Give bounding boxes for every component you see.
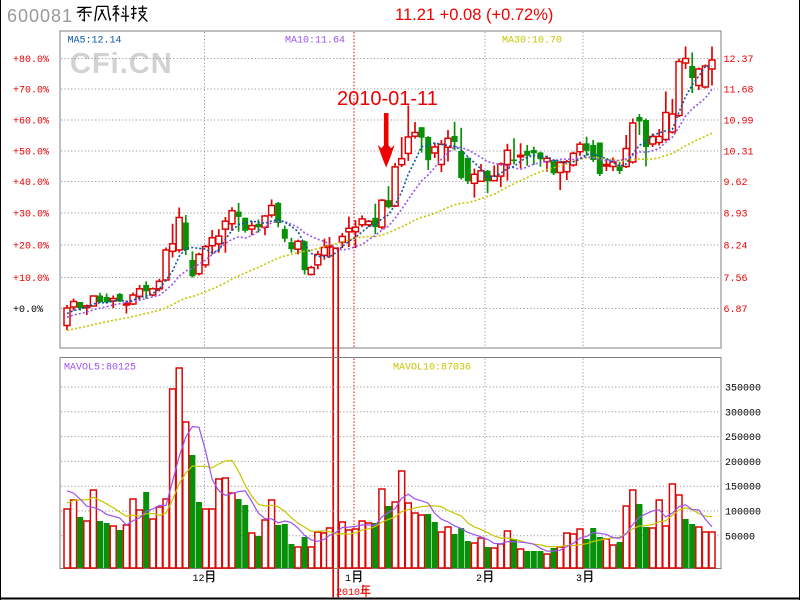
svg-text:+30.0%: +30.0%	[13, 210, 49, 221]
svg-text:MA5:12.14: MA5:12.14	[68, 36, 122, 47]
svg-text:50000: 50000	[725, 532, 755, 543]
svg-text:7.56: 7.56	[724, 274, 748, 285]
svg-text:MA30:10.70: MA30:10.70	[502, 36, 562, 47]
svg-text:150000: 150000	[725, 483, 761, 494]
svg-text:+40.0%: +40.0%	[13, 178, 49, 189]
svg-text:2: 2	[476, 574, 482, 585]
svg-text:300000: 300000	[725, 408, 761, 419]
svg-text:MAVOL10:87036: MAVOL10:87036	[393, 363, 471, 374]
svg-text:+70.0%: +70.0%	[13, 86, 49, 97]
svg-text:+60.0%: +60.0%	[13, 117, 49, 128]
svg-text:12: 12	[193, 574, 205, 585]
svg-text:9.62: 9.62	[724, 178, 748, 189]
svg-text:CFi.CN: CFi.CN	[70, 48, 173, 80]
svg-text:200000: 200000	[725, 458, 761, 469]
svg-text:+80.0%: +80.0%	[13, 55, 49, 66]
svg-text:+20.0%: +20.0%	[13, 242, 49, 253]
svg-text:11.21 +0.08 (+0.72%): 11.21 +0.08 (+0.72%)	[395, 6, 553, 24]
svg-text:+50.0%: +50.0%	[13, 148, 49, 159]
svg-text:6.87: 6.87	[724, 305, 748, 316]
svg-text:11.68: 11.68	[724, 86, 754, 97]
svg-text:+0.0%: +0.0%	[13, 305, 43, 316]
svg-text:8.24: 8.24	[724, 242, 748, 253]
svg-text:100000: 100000	[725, 508, 761, 519]
svg-text:1: 1	[345, 574, 351, 585]
svg-text:250000: 250000	[725, 433, 761, 444]
svg-text:3: 3	[576, 574, 582, 585]
svg-text:+10.0%: +10.0%	[13, 274, 49, 285]
svg-text:MAVOL5:80125: MAVOL5:80125	[64, 363, 136, 374]
svg-text:350000: 350000	[725, 384, 761, 395]
svg-text:600081: 600081	[7, 6, 73, 26]
svg-text:10.31: 10.31	[724, 148, 754, 159]
svg-text:MA10:11.64: MA10:11.64	[285, 36, 345, 47]
svg-text:8.93: 8.93	[724, 210, 748, 221]
svg-text:2010-01-11: 2010-01-11	[337, 88, 438, 110]
svg-text:10.99: 10.99	[724, 117, 754, 128]
svg-text:12.37: 12.37	[724, 55, 754, 66]
svg-text:2010: 2010	[336, 588, 360, 599]
